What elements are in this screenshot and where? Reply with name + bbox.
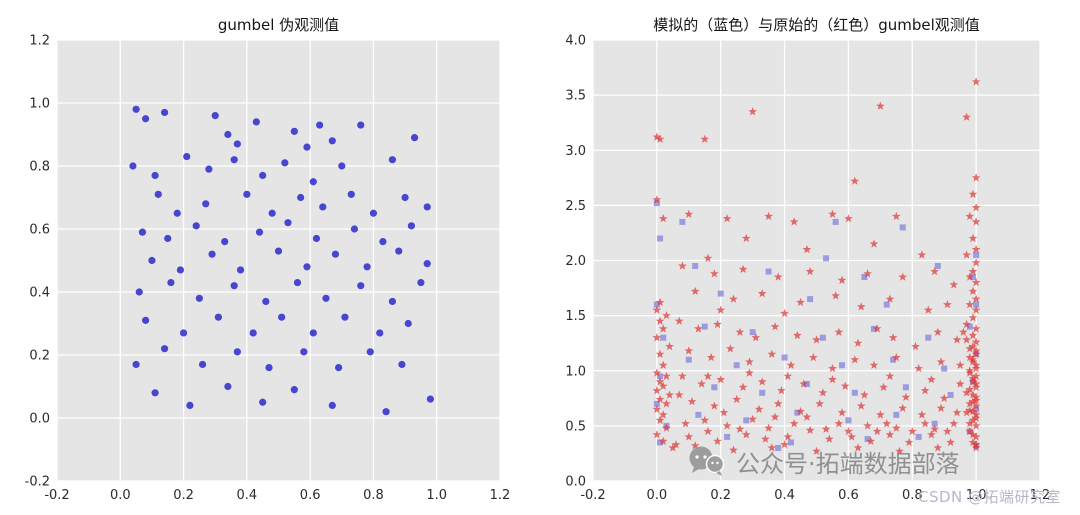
series-gumbel-pseudo-observations	[129, 105, 434, 416]
y-tick-label: 3.0	[565, 144, 586, 159]
y-tick-label: 0.6	[29, 223, 50, 238]
plot-area	[57, 40, 500, 481]
y-tick-label: 0.4	[29, 286, 50, 301]
pseudo-observations-chart: gumbel 伪观测值 -0.2 0.0 0.2 0.4 0.6 0.8 1.0 1.2 -0.…	[25, 16, 511, 504]
series-original-red	[652, 77, 981, 455]
y-tick-label: 0.5	[565, 419, 586, 434]
x-tick-label: 0.6	[838, 488, 859, 503]
x-tick-label: -0.2	[44, 488, 69, 503]
y-tick-label: 3.5	[565, 89, 586, 104]
simulated-vs-original-chart: 模拟的（蓝色）与原始的（红色）gumbel观测值 -0.2 0.0 0.2 0.4 0.…	[540, 0, 1080, 515]
x-tick-label: 0.6	[300, 488, 321, 503]
y-tick-label: 1.0	[565, 364, 586, 379]
y-tick-label: 2.5	[565, 199, 586, 214]
right-scatter-canvas: -0.2 0.0 0.2 0.4 0.6 0.8 1.0 1.20.00.51.01.52.0…	[565, 34, 1050, 504]
x-tick-labels: -0.2 0.0 0.2 0.4 0.6 0.8 1.0 1.2	[580, 488, 1050, 503]
x-tick-label: 1.0	[966, 488, 987, 503]
x-tick-label: 1.2	[1030, 488, 1051, 503]
x-tick-label: 0.0	[110, 488, 131, 503]
y-tick-label: 1.5	[565, 309, 586, 324]
left-plot-title: gumbel 伪观测值	[217, 16, 340, 34]
y-tick-label: 0.0	[565, 475, 586, 490]
x-tick-label: -0.2	[580, 488, 605, 503]
y-tick-label: 0.8	[29, 160, 50, 175]
gridlines	[56, 39, 501, 482]
x-tick-label: 0.2	[173, 488, 194, 503]
x-tick-labels: -0.2 0.0 0.2 0.4 0.6 0.8 1.0 1.2	[44, 488, 510, 503]
csdn-watermark: CSDN @拓端研究室	[918, 488, 1062, 506]
y-tick-label: 1.0	[29, 97, 50, 112]
x-tick-label: 0.8	[363, 488, 384, 503]
wechat-watermark-label: 公众号·拓端数据部落	[736, 450, 960, 478]
y-tick-labels: -0.2 0.0 0.2 0.4 0.6 0.8 1.0 1.2	[25, 34, 50, 490]
y-tick-label: 2.0	[565, 254, 586, 269]
x-tick-label: 1.0	[426, 488, 447, 503]
left-scatter-canvas: -0.2 0.0 0.2 0.4 0.6 0.8 1.0 1.2 -0.2 0.0 0.2 0.4 0.…	[25, 34, 511, 504]
wechat-watermark: 公众号·拓端数据部落	[686, 444, 960, 479]
y-tick-labels: 0.0 0.5 1.0 1.5 2.0 2.5 3.0 3.5 4.0	[565, 34, 586, 490]
x-tick-label: 0.4	[774, 488, 795, 503]
chat-bubbles-icon	[689, 446, 725, 476]
x-tick-label: 0.0	[647, 488, 668, 503]
x-tick-label: 1.2	[490, 488, 511, 503]
right-plot-title: 模拟的（蓝色）与原始的（红色）gumbel观测值	[653, 16, 980, 34]
y-tick-label: 0.2	[29, 349, 50, 364]
y-tick-label: -0.2	[25, 475, 50, 490]
y-tick-label: 4.0	[565, 34, 586, 49]
x-tick-label: 0.8	[902, 488, 923, 503]
x-tick-label: 0.2	[710, 488, 731, 503]
y-tick-label: 0.0	[29, 412, 50, 427]
y-tick-label: 1.2	[29, 34, 50, 49]
x-tick-label: 0.4	[237, 488, 258, 503]
